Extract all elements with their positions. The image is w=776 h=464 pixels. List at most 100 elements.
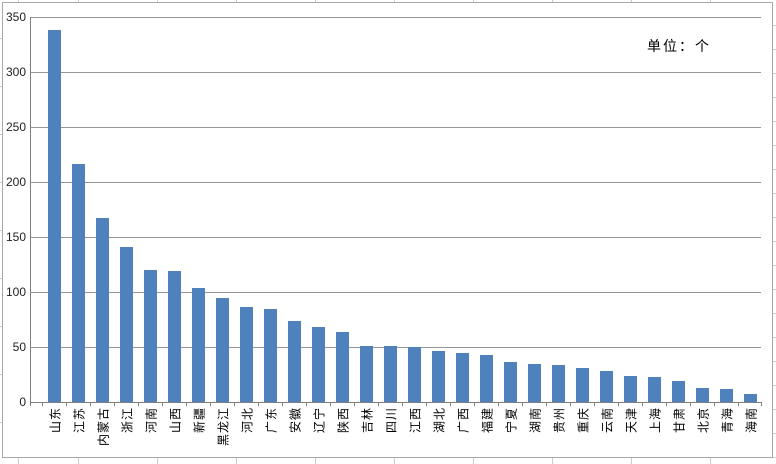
worksheet-gridline-stub xyxy=(315,0,316,2)
x-axis-tick xyxy=(258,403,259,406)
x-axis-line xyxy=(30,402,762,403)
x-axis-tick xyxy=(402,403,403,406)
x-axis-tick xyxy=(714,403,715,406)
x-category-label: 河北 xyxy=(240,407,254,434)
worksheet-gridline-stub xyxy=(394,0,395,2)
worksheet-gridline-stub xyxy=(710,0,711,2)
bar-福建[interactable] xyxy=(480,354,493,402)
bar-内蒙古[interactable] xyxy=(96,218,109,402)
worksheet-gridline-stub xyxy=(631,0,632,2)
bar-北京[interactable] xyxy=(696,387,709,402)
y-tick-label: 250 xyxy=(5,120,26,134)
worksheet-gridline-stub xyxy=(0,326,2,327)
worksheet-gridline-stub xyxy=(773,433,776,434)
worksheet-gridline-stub xyxy=(0,422,2,423)
x-category-label: 安徽 xyxy=(288,407,302,434)
x-axis-tick xyxy=(666,403,667,406)
worksheet-gridline-stub xyxy=(773,409,776,410)
worksheet-gridline-stub xyxy=(773,49,776,50)
bar-新疆[interactable] xyxy=(192,287,205,402)
y-tick-label: 150 xyxy=(5,230,26,244)
bar-浙江[interactable] xyxy=(120,246,133,402)
bar-山东[interactable] xyxy=(48,30,61,402)
x-category-label: 湖北 xyxy=(432,407,446,434)
worksheet-gridline-stub xyxy=(78,458,79,464)
x-axis-tick xyxy=(66,403,67,406)
bar-安徽[interactable] xyxy=(288,320,301,402)
bar-河北[interactable] xyxy=(240,307,253,402)
x-axis-tick xyxy=(162,403,163,406)
x-axis-tick xyxy=(522,403,523,406)
worksheet-gridline-stub xyxy=(236,0,237,2)
bar-辽宁[interactable] xyxy=(312,327,325,402)
x-category-label: 广东 xyxy=(264,407,278,434)
bar-贵州[interactable] xyxy=(552,364,565,402)
bar-重庆[interactable] xyxy=(576,367,589,402)
worksheet-gridline-stub xyxy=(0,134,2,135)
x-category-label: 黑龙江 xyxy=(216,407,230,447)
bar-上海[interactable] xyxy=(648,376,661,402)
worksheet-gridline-stub xyxy=(773,97,776,98)
x-axis-tick xyxy=(282,403,283,406)
worksheet-gridline-stub xyxy=(473,458,474,464)
worksheet-gridline-stub xyxy=(78,0,79,2)
bar-甘肃[interactable] xyxy=(672,381,685,402)
worksheet-gridline-stub xyxy=(773,457,776,458)
y-tick-label: 0 xyxy=(19,395,26,409)
bar-海南[interactable] xyxy=(744,394,757,402)
bar-黑龙江[interactable] xyxy=(216,297,229,402)
x-category-label: 云南 xyxy=(600,407,614,434)
worksheet-gridline-stub xyxy=(0,38,2,39)
x-axis-tick xyxy=(498,403,499,406)
bar-吉林[interactable] xyxy=(360,345,373,402)
worksheet-gridline-stub xyxy=(0,278,2,279)
worksheet-gridline-stub xyxy=(157,458,158,464)
gridline-150 xyxy=(30,237,761,238)
worksheet-gridline-stub xyxy=(773,193,776,194)
bar-四川[interactable] xyxy=(384,345,397,402)
x-category-label: 湖南 xyxy=(528,407,542,434)
bar-广西[interactable] xyxy=(456,352,469,402)
x-axis-tick xyxy=(738,403,739,406)
x-axis-tick xyxy=(618,403,619,406)
x-category-label: 江苏 xyxy=(72,407,86,434)
x-axis-tick xyxy=(234,403,235,406)
worksheet-gridline-stub xyxy=(773,337,776,338)
bar-湖北[interactable] xyxy=(432,351,445,402)
bar-天津[interactable] xyxy=(624,375,637,402)
bar-广东[interactable] xyxy=(264,308,277,402)
x-category-label: 江西 xyxy=(408,407,422,434)
worksheet-gridline-stub xyxy=(773,145,776,146)
x-category-label: 甘肃 xyxy=(672,407,686,434)
bar-山西[interactable] xyxy=(168,271,181,402)
x-axis-tick xyxy=(546,403,547,406)
x-category-label: 四川 xyxy=(384,407,398,434)
x-category-label: 山东 xyxy=(48,407,62,434)
worksheet-gridline-stub xyxy=(773,73,776,74)
worksheet-gridline-stub xyxy=(0,182,2,183)
bar-湖南[interactable] xyxy=(528,363,541,402)
x-axis-tick xyxy=(474,403,475,406)
gridline-350 xyxy=(30,17,761,18)
x-axis-tick xyxy=(186,403,187,406)
x-category-label: 青海 xyxy=(720,407,734,434)
bar-河南[interactable] xyxy=(144,270,157,402)
worksheet-gridline-stub xyxy=(0,230,2,231)
bar-江西[interactable] xyxy=(408,347,421,402)
gridline-250 xyxy=(30,127,761,128)
worksheet-gridline-stub xyxy=(0,86,2,87)
x-category-label: 海南 xyxy=(744,407,758,434)
x-category-label: 河南 xyxy=(144,407,158,434)
bar-宁夏[interactable] xyxy=(504,362,517,402)
worksheet-gridline-stub xyxy=(773,169,776,170)
worksheet-gridline-stub xyxy=(473,0,474,2)
bar-云南[interactable] xyxy=(600,371,613,402)
bar-陕西[interactable] xyxy=(336,331,349,402)
worksheet-gridline-stub xyxy=(157,0,158,2)
x-axis-tick xyxy=(690,403,691,406)
worksheet-gridline-stub xyxy=(394,458,395,464)
bar-江苏[interactable] xyxy=(72,164,85,402)
bar-青海[interactable] xyxy=(720,388,733,402)
worksheet-gridline-stub xyxy=(710,458,711,464)
